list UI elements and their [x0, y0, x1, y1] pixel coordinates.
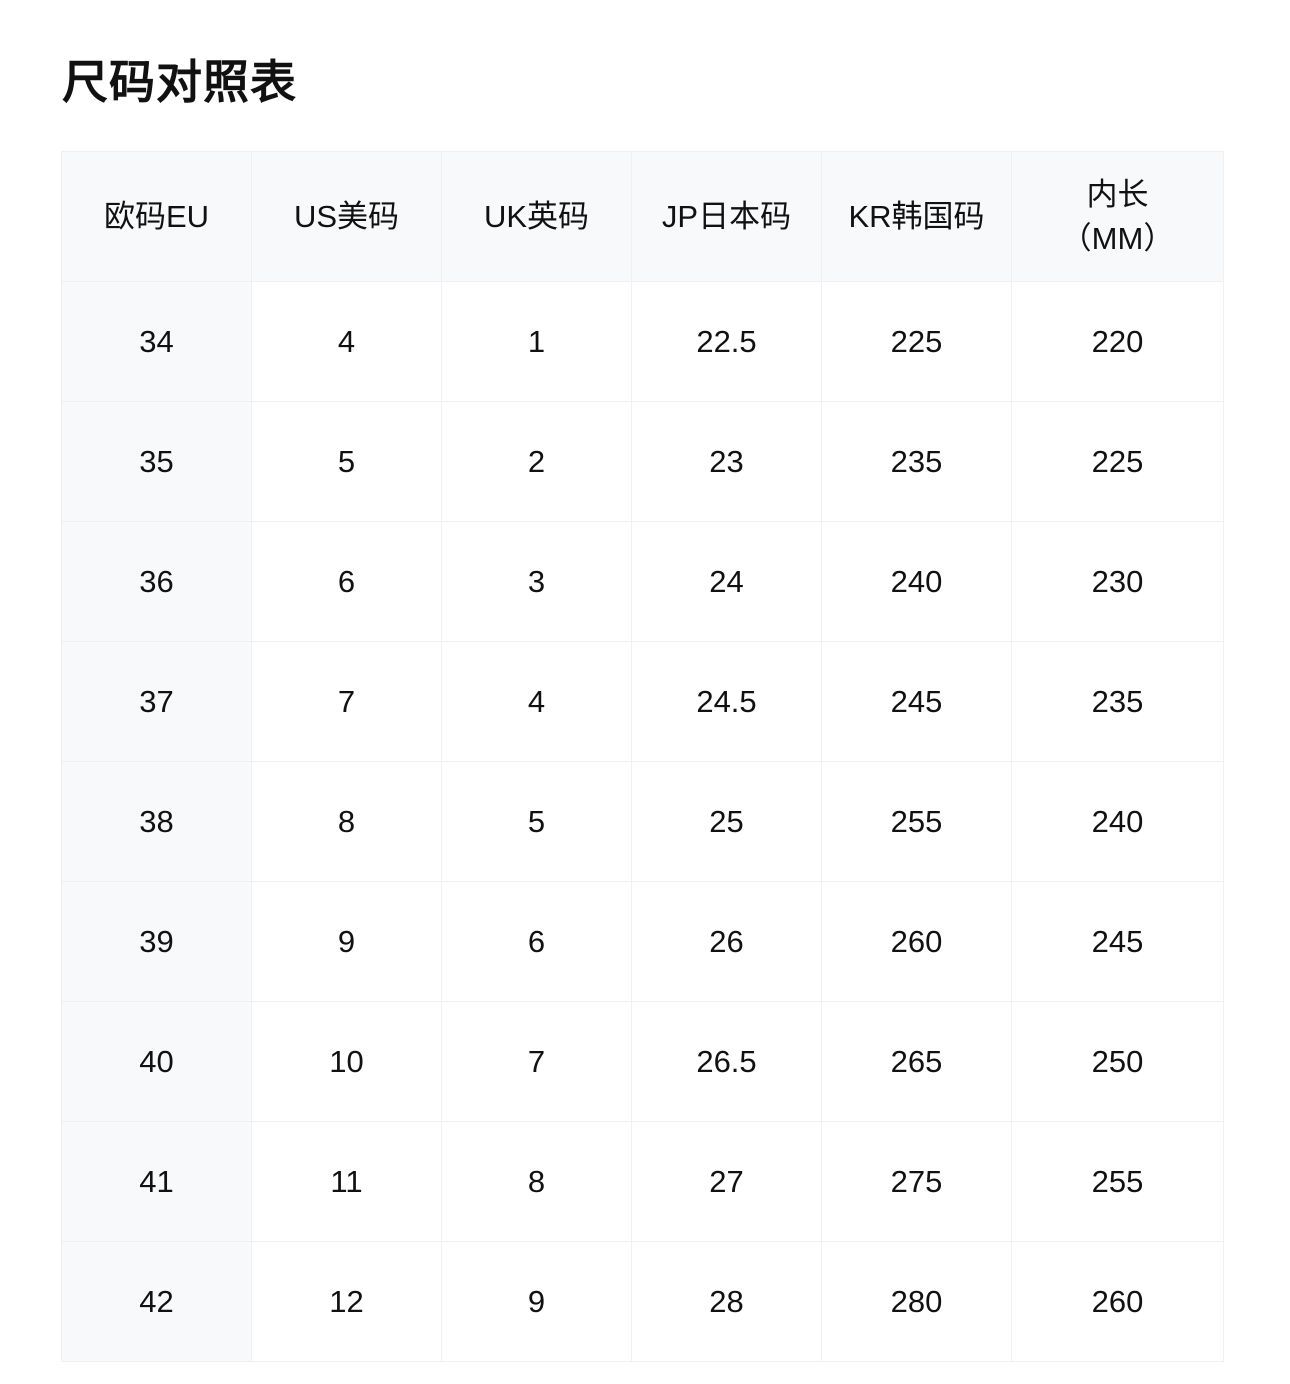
- size-chart-table: 欧码EU US美码 UK英码 JP日本码 KR韩国码 内长（MM） 34 4 1 22.5 225…: [61, 151, 1224, 1362]
- column-header: UK英码: [441, 151, 632, 282]
- table-cell: 28: [631, 1241, 822, 1362]
- table-cell: 250: [1011, 1001, 1224, 1122]
- table-cell: 9: [441, 1241, 632, 1362]
- table-cell: 265: [821, 1001, 1012, 1122]
- page-title: 尺码对照表: [62, 56, 297, 108]
- table-cell: 220: [1011, 281, 1224, 402]
- table-cell: 9: [251, 881, 442, 1002]
- table-cell: 5: [441, 761, 632, 882]
- table-row: 36 6 3 24 240 230: [61, 521, 1224, 642]
- table-cell: 245: [1011, 881, 1224, 1002]
- table-cell: 240: [1011, 761, 1224, 882]
- table-row: 41 11 8 27 275 255: [61, 1121, 1224, 1242]
- column-header: US美码: [251, 151, 442, 282]
- table-cell: 26: [631, 881, 822, 1002]
- header-row: 欧码EU US美码 UK英码 JP日本码 KR韩国码 内长（MM）: [61, 151, 1224, 282]
- table-cell: 3: [441, 521, 632, 642]
- table-cell: 280: [821, 1241, 1012, 1362]
- table-cell: 235: [1011, 641, 1224, 762]
- table-cell: 40: [61, 1001, 252, 1122]
- table-row: 42 12 9 28 280 260: [61, 1241, 1224, 1362]
- table-cell: 4: [441, 641, 632, 762]
- table-cell: 34: [61, 281, 252, 402]
- table-cell: 23: [631, 401, 822, 522]
- table-cell: 240: [821, 521, 1012, 642]
- table-cell: 7: [441, 1001, 632, 1122]
- table-cell: 2: [441, 401, 632, 522]
- column-header: 欧码EU: [61, 151, 252, 282]
- table-cell: 25: [631, 761, 822, 882]
- table-row: 34 4 1 22.5 225 220: [61, 281, 1224, 402]
- table-row: 39 9 6 26 260 245: [61, 881, 1224, 1002]
- table-cell: 255: [1011, 1121, 1224, 1242]
- table-cell: 26.5: [631, 1001, 822, 1122]
- table-cell: 6: [251, 521, 442, 642]
- table-row: 37 7 4 24.5 245 235: [61, 641, 1224, 762]
- table-cell: 11: [251, 1121, 442, 1242]
- table-cell: 10: [251, 1001, 442, 1122]
- column-header: JP日本码: [631, 151, 822, 282]
- table-cell: 42: [61, 1241, 252, 1362]
- table-cell: 230: [1011, 521, 1224, 642]
- table-cell: 225: [821, 281, 1012, 402]
- table-cell: 7: [251, 641, 442, 762]
- table-cell: 255: [821, 761, 1012, 882]
- table-cell: 36: [61, 521, 252, 642]
- table-cell: 6: [441, 881, 632, 1002]
- table-cell: 245: [821, 641, 1012, 762]
- column-header: 内长（MM）: [1011, 151, 1224, 282]
- table-cell: 4: [251, 281, 442, 402]
- table-cell: 22.5: [631, 281, 822, 402]
- table-row: 38 8 5 25 255 240: [61, 761, 1224, 882]
- table-cell: 37: [61, 641, 252, 762]
- table-cell: 260: [1011, 1241, 1224, 1362]
- table-cell: 8: [251, 761, 442, 882]
- table-row: 40 10 7 26.5 265 250: [61, 1001, 1224, 1122]
- table-cell: 24: [631, 521, 822, 642]
- table-cell: 41: [61, 1121, 252, 1242]
- table-cell: 8: [441, 1121, 632, 1242]
- table-cell: 24.5: [631, 641, 822, 762]
- table-cell: 235: [821, 401, 1012, 522]
- table-cell: 12: [251, 1241, 442, 1362]
- table-cell: 260: [821, 881, 1012, 1002]
- table-cell: 275: [821, 1121, 1012, 1242]
- table-row: 35 5 2 23 235 225: [61, 401, 1224, 522]
- table-cell: 38: [61, 761, 252, 882]
- table-cell: 27: [631, 1121, 822, 1242]
- column-header: KR韩国码: [821, 151, 1012, 282]
- table-cell: 35: [61, 401, 252, 522]
- table-cell: 225: [1011, 401, 1224, 522]
- table-cell: 1: [441, 281, 632, 402]
- table-cell: 39: [61, 881, 252, 1002]
- table-cell: 5: [251, 401, 442, 522]
